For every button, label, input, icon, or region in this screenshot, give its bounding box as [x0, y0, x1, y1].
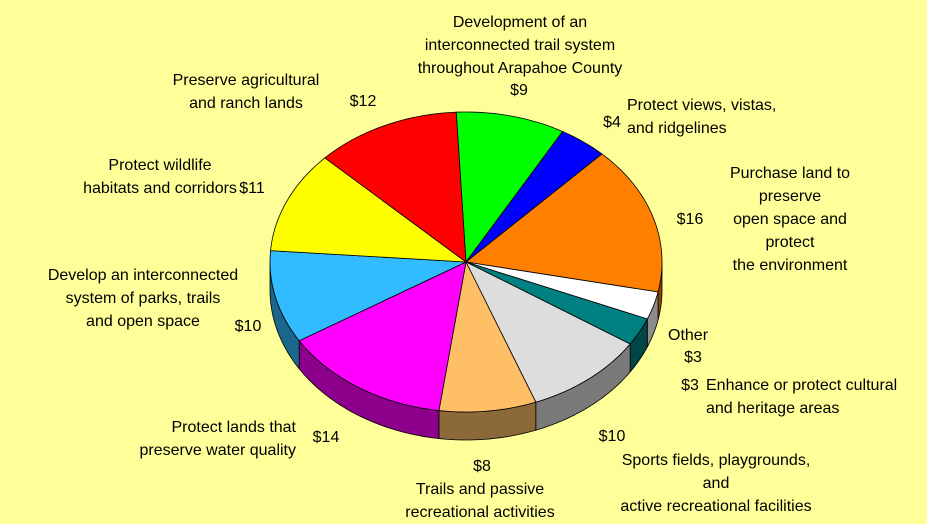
slice [465, 261, 631, 403]
slice [465, 130, 603, 263]
slice-name: Purchase land to preserve open space and… [729, 164, 851, 274]
value-label: $9 [510, 81, 528, 99]
slice-name: Trails and passive recreational activiti… [405, 480, 555, 521]
slice [269, 250, 467, 342]
slice-name: Development of an interconnected trail s… [417, 13, 623, 77]
value-label: $8 [473, 457, 491, 475]
value-label: $3 [681, 376, 699, 394]
slice [298, 261, 467, 412]
slice-name: Protect lands that preserve water qualit… [139, 418, 296, 459]
slice-name: Other [668, 326, 709, 344]
slice-name: Develop an interconnected system of park… [47, 266, 239, 330]
slice-name: Protect wildlife habitats and corridors [83, 156, 237, 197]
slice-name: Protect views, vistas, and ridgelines [627, 96, 777, 137]
slice [438, 260, 537, 413]
value-label: $16 [676, 210, 704, 228]
value-label: $10 [234, 317, 262, 335]
slice [465, 153, 663, 293]
slice [465, 261, 648, 345]
slice [270, 157, 468, 263]
slice-name: Sports fields, playgrounds, and active r… [620, 451, 812, 515]
value-label: $3 [684, 348, 702, 366]
slice-name: Enhance or protect cultural and heritage… [706, 376, 898, 417]
slice-name: Preserve agricultural and ranch lands [172, 71, 320, 112]
value-label: $10 [598, 427, 626, 445]
value-label: $12 [349, 92, 377, 110]
value-label: $4 [603, 113, 621, 131]
value-label: $14 [312, 428, 340, 446]
slice [455, 111, 564, 264]
slice [324, 111, 467, 263]
value-label: $11 [239, 179, 265, 197]
slice [465, 261, 659, 320]
